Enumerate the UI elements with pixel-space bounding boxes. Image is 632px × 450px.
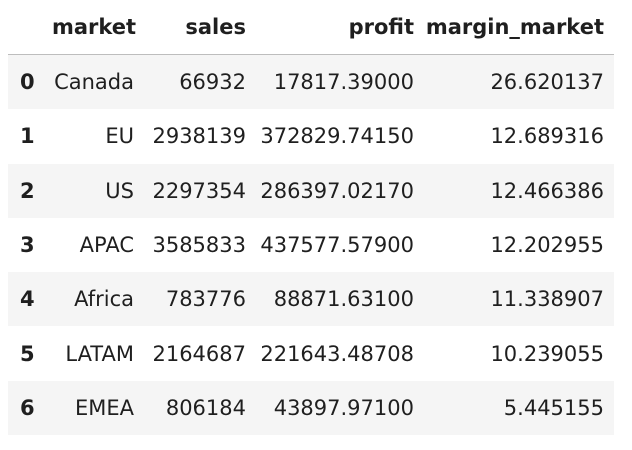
cell-profit: 286397.02170 [260,178,414,203]
dataframe-table: market sales profit margin_market 0 Cana… [8,0,614,436]
cell-market: EMEA [74,395,134,420]
cell-market: US [105,178,134,203]
cell-margin-market: 5.445155 [503,395,604,420]
table-row: 3 APAC 3585833 437577.57900 12.202955 [8,217,614,273]
cell-margin-market: 26.620137 [490,70,604,95]
cell-sales: 3585833 [152,233,246,258]
dataframe-output: market sales profit margin_market 0 Cana… [8,0,614,436]
cell-margin-market: 12.689316 [490,124,604,149]
table-row: 4 Africa 783776 88871.63100 11.338907 [8,272,614,327]
row-index: 3 [20,233,35,258]
cell-margin-market: 12.466386 [490,178,604,203]
cell-margin-market: 10.239055 [490,341,604,366]
cell-sales: 2297354 [152,178,246,203]
table-row: 0 Canada 66932 17817.39000 26.620137 [8,54,614,110]
index-header [8,0,52,55]
cell-sales: 2164687 [152,341,246,366]
cell-margin-market: 12.202955 [490,233,604,258]
row-index: 4 [20,287,35,312]
row-index: 6 [20,395,35,420]
header-row: market sales profit margin_market [8,0,614,55]
table-row: 6 EMEA 806184 43897.97100 5.445155 [8,380,614,436]
cell-profit: 437577.57900 [260,233,414,258]
cell-profit: 221643.48708 [260,341,414,366]
cell-sales: 806184 [165,395,246,420]
cell-market: EU [105,124,134,149]
cell-profit: 88871.63100 [273,287,414,312]
row-index: 5 [20,341,35,366]
cell-sales: 783776 [165,287,246,312]
row-index: 1 [20,124,35,149]
cell-margin-market: 11.338907 [490,287,604,312]
row-index: 0 [20,70,35,95]
row-index: 2 [20,178,35,203]
cell-market: Africa [74,287,134,312]
cell-profit: 372829.74150 [260,124,414,149]
cell-market: APAC [79,233,134,258]
cell-profit: 17817.39000 [273,70,414,95]
table-header: market sales profit margin_market [8,0,614,55]
table-row: 1 EU 2938139 372829.74150 12.689316 [8,109,614,164]
column-header-margin-market: margin_market [424,0,614,55]
cell-market: LATAM [65,341,134,366]
column-header-profit: profit [256,0,424,55]
cell-sales: 66932 [179,70,246,95]
table-row: 5 LATAM 2164687 221643.48708 10.239055 [8,326,614,381]
table-row: 2 US 2297354 286397.02170 12.466386 [8,163,614,218]
column-header-sales: sales [144,0,256,55]
column-header-market: market [52,0,144,55]
cell-profit: 43897.97100 [273,395,414,420]
cell-market: Canada [54,70,134,95]
cell-sales: 2938139 [152,124,246,149]
table-body: 0 Canada 66932 17817.39000 26.620137 1 E… [8,54,614,436]
